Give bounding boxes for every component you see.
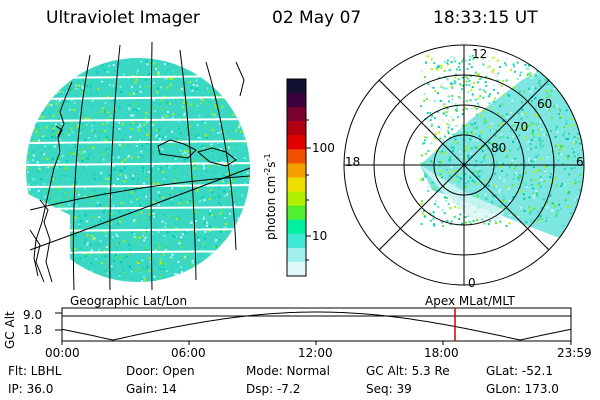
timeline-xtick-3: 18:00 [424, 346, 459, 360]
info-dsp: Dsp: -7.2 [246, 382, 301, 396]
geographic-image [26, 41, 251, 290]
timeline-xtick-0: 00:00 [45, 346, 80, 360]
timeline-axis-title: GC Alt [3, 311, 17, 349]
info-gc-alt: GC Alt: 5.3 Re [366, 364, 450, 378]
polar-lat-70: 70 [513, 120, 529, 134]
color-scale-bar [286, 78, 311, 277]
colorbar-segment [287, 107, 306, 122]
polar-lat-80: 80 [491, 141, 507, 155]
polar-mlt-plot [343, 44, 585, 286]
colorbar-segment [287, 261, 306, 277]
info-mode: Mode: Normal [246, 364, 330, 378]
colorbar-segment [287, 93, 306, 108]
colorbar-segment [287, 191, 306, 207]
timeline-right-label: Apex MLat/MLT [425, 294, 515, 308]
colorbar-segment [287, 177, 306, 193]
header-date: 02 May 07 [272, 8, 362, 28]
timeline-xtick-1: 06:00 [171, 346, 206, 360]
info-glat: GLat: -52.1 [486, 364, 553, 378]
header-time: 18:33:15 UT [433, 8, 538, 28]
polar-mlt-0: 0 [468, 276, 476, 290]
info-filter: Flt: LBHL [8, 364, 62, 378]
colorbar-segment [287, 135, 306, 150]
colorbar-tick-100: 100 [312, 141, 335, 155]
polar-mlt-12: 12 [472, 47, 488, 61]
info-ip: IP: 36.0 [8, 382, 54, 396]
geo-grid [29, 41, 251, 290]
coastline [29, 61, 245, 283]
timeline-ytick-bottom: 1.8 [23, 323, 43, 337]
colorbar-segment [287, 121, 306, 136]
instrument-title: Ultraviolet Imager [46, 8, 200, 28]
timeline-ytick-top: 9.0 [23, 308, 43, 322]
colorbar-segment [287, 205, 306, 221]
info-gain: Gain: 14 [126, 382, 177, 396]
colorbar-unit-label: photon cm-2s-1 [263, 153, 278, 240]
colorbar-segment [287, 163, 306, 178]
colorbar-segment [287, 79, 306, 94]
polar-mlt-18: 18 [345, 155, 361, 169]
colorbar-tick-10: 10 [312, 229, 328, 243]
info-door: Door: Open [126, 364, 195, 378]
polar-lat-60: 60 [537, 97, 553, 111]
timeline-xtick-4: 23:59 [557, 346, 592, 360]
timeline-left-label: Geographic Lat/Lon [70, 294, 188, 308]
polar-mlt-6: 6 [576, 155, 584, 169]
colorbar-segment [287, 219, 306, 235]
colorbar-segment [287, 247, 306, 263]
altitude-timeline [55, 307, 572, 345]
colorbar-segment [287, 149, 306, 164]
colorbar-segment [287, 233, 306, 249]
info-seq: Seq: 39 [366, 382, 412, 396]
info-glon: GLon: 173.0 [486, 382, 559, 396]
timeline-xtick-2: 12:00 [298, 346, 333, 360]
